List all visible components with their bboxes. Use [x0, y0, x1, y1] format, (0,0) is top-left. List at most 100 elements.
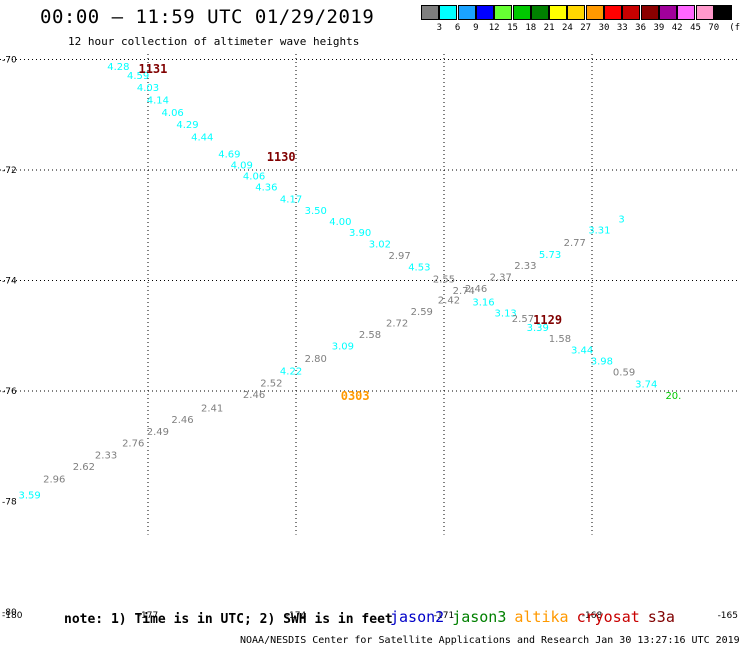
y-tick-label: -72	[2, 166, 17, 176]
colorbar-swatch	[640, 5, 659, 20]
wave-height-label: 4.00	[329, 217, 351, 228]
wave-height-label: 2.33	[514, 261, 536, 272]
wave-height-label: 2.74	[453, 286, 475, 297]
y-tick-label: -74	[2, 277, 17, 287]
colorbar-swatch	[494, 5, 513, 20]
wave-height-label: 3.09	[332, 342, 354, 353]
wave-height-label: 3.13	[495, 309, 517, 320]
page-title: 00:00 – 11:59 UTC 01/29/2019	[40, 6, 375, 28]
wave-height-label: 3.31	[588, 226, 610, 237]
colorbar-swatch	[457, 5, 476, 20]
colorbar-label: 30	[598, 23, 610, 33]
wave-height-label: 4.36	[255, 183, 277, 194]
wave-height-label: 3.98	[591, 357, 613, 368]
wave-height-label: 1.58	[549, 334, 571, 345]
x-tick-label: -174	[286, 611, 307, 621]
wave-height-label: 2.52	[260, 379, 282, 390]
pass-time-label: 1130	[267, 150, 296, 164]
wave-height-label: 4.53	[408, 263, 430, 274]
credit-line: NOAA/NESDIS Center for Satellite Applica…	[240, 635, 740, 646]
wave-height-label: 4.59	[127, 71, 149, 82]
colorbar-swatch	[677, 5, 696, 20]
wave-height-label: 2.41	[201, 404, 223, 415]
wave-height-label: 2.46	[243, 390, 265, 401]
wave-height-label: 3.59	[18, 490, 40, 501]
page-subtitle: 12 hour collection of altimeter wave hei…	[68, 35, 360, 48]
x-tick-label: -168	[582, 611, 603, 621]
wave-height-label: 3.16	[472, 298, 494, 309]
wave-height-label: 3.90	[349, 228, 371, 239]
colorbar-swatch	[439, 5, 458, 20]
colorbar-label: 3	[436, 23, 443, 33]
wave-height-label: 4.09	[231, 160, 253, 171]
wave-height-label: 4.06	[162, 108, 184, 119]
colorbar-label: 45	[690, 23, 701, 33]
wave-height-label: 2.58	[359, 330, 381, 341]
colorbar-label: 15	[507, 23, 518, 33]
mission-legend: jason2 jason3 altika cryosat s3a	[390, 608, 683, 626]
wave-height-label: 4.22	[280, 367, 302, 378]
wave-height-label: 2.46	[171, 415, 193, 426]
colorbar-label: 6	[454, 23, 461, 33]
mission-legend-item: cryosat	[576, 608, 640, 626]
wave-height-label: 2.33	[95, 451, 117, 462]
colorbar-swatch	[658, 5, 677, 20]
y-tick-label: -80	[2, 608, 17, 618]
wave-height-label: 2.72	[386, 319, 408, 330]
wave-height-label: 2.57	[512, 314, 534, 325]
wave-height-label: 4.17	[280, 195, 302, 206]
wave-height-label: 3.74	[635, 379, 657, 390]
colorbar-swatch	[713, 5, 732, 20]
wave-height-label: 3.50	[305, 206, 327, 217]
colorbar-label: 36	[635, 23, 647, 33]
wave-height-label: 4.28	[107, 62, 129, 73]
colorbar-swatch	[695, 5, 714, 20]
wave-height-label: 0.59	[613, 368, 635, 379]
x-tick-label: -180	[2, 611, 23, 621]
wave-height-label: 4.44	[191, 132, 213, 143]
wave-height-label: 4.06	[243, 172, 265, 183]
y-tick-label: -76	[2, 387, 17, 397]
mission-legend-item: s3a	[647, 608, 675, 626]
colorbar-swatch	[622, 5, 641, 20]
wave-height-label: 2.62	[73, 462, 95, 473]
colorbar-swatch	[585, 5, 604, 20]
mission-legend-item: jason3	[452, 608, 507, 626]
colorbar-label: 27	[580, 23, 592, 33]
wave-height-label: 2.80	[305, 354, 327, 365]
y-tick-label: -70	[2, 56, 17, 66]
wave-height-label: 2.96	[43, 474, 65, 485]
x-tick-label: -171	[434, 611, 454, 621]
wave-height-label: 4.29	[176, 120, 198, 131]
pass-time-label: 1131	[138, 62, 167, 76]
wave-height-label: 2.55	[433, 274, 455, 285]
colorbar-swatch	[475, 5, 494, 20]
wave-height-label: 20.	[665, 391, 681, 402]
colorbar-label: 18	[525, 23, 537, 33]
wave-height-label: 2.42	[438, 295, 460, 306]
colorbar-label: 70	[708, 23, 720, 33]
wave-height-label: 3.44	[571, 346, 593, 357]
colorbar-swatch	[421, 5, 439, 20]
wave-height-label: 2.46	[465, 284, 487, 295]
colorbar-swatch	[604, 5, 622, 20]
colorbar-label: 24	[561, 23, 573, 33]
colorbar-label: 39	[653, 23, 665, 33]
wave-height-label: 2.37	[490, 273, 512, 284]
colorbar-unit: (ft)	[729, 23, 740, 33]
wave-height-label: 3.02	[369, 239, 391, 250]
pass-time-label: 1129	[533, 313, 562, 327]
x-tick-label: -165	[718, 611, 738, 621]
colorbar-label: 9	[473, 23, 479, 33]
wave-height-label: 2.49	[147, 427, 169, 438]
x-tick-label: -177	[138, 611, 158, 621]
wave-height-label: 3	[618, 215, 624, 226]
colorbar-label: 12	[488, 23, 500, 33]
wave-height-label: 2.77	[564, 238, 586, 249]
colorbar-label: 42	[671, 23, 683, 33]
colorbar-swatch	[512, 5, 531, 20]
y-tick-label: -78	[2, 498, 17, 508]
colorbar-label: 33	[616, 23, 628, 33]
